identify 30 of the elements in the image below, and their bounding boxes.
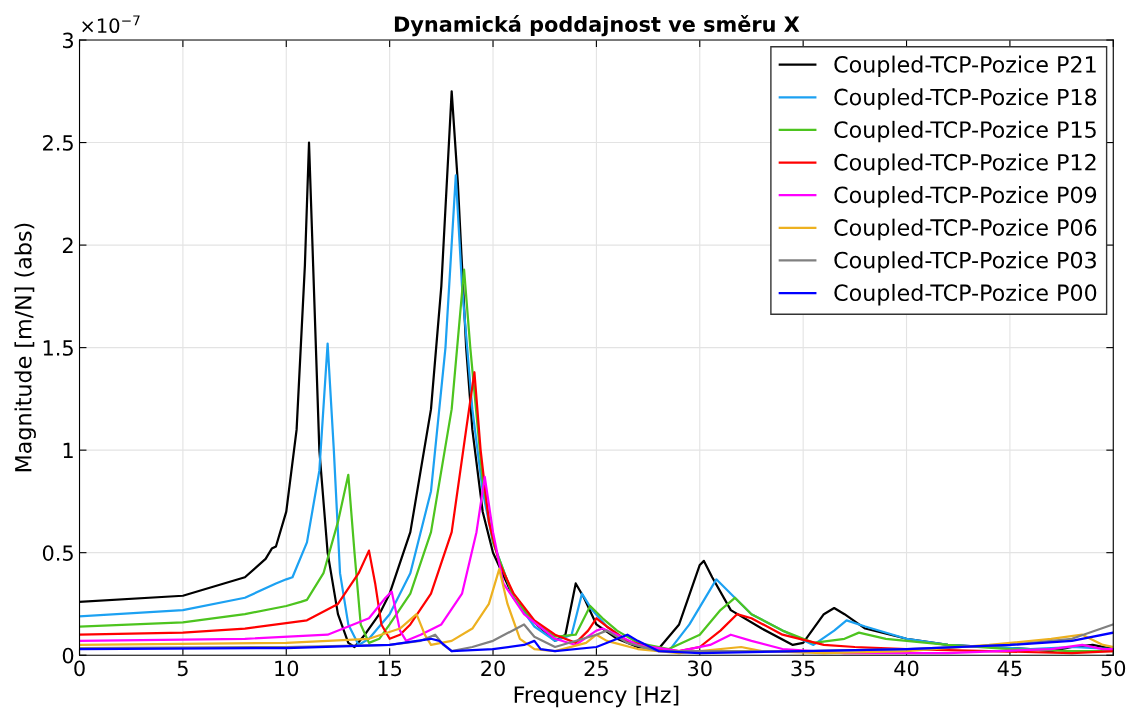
x-tick-label: 5 bbox=[177, 660, 188, 677]
x-tick-label: 35 bbox=[791, 660, 815, 677]
legend-label: Coupled-TCP-Pozice P15 bbox=[834, 120, 1096, 143]
x-tick-label: 50 bbox=[1101, 660, 1126, 677]
x-tick-label: 25 bbox=[584, 660, 608, 677]
text: ×10$^{−7}$ bbox=[82, 15, 140, 34]
x-tick-label: 15 bbox=[378, 660, 402, 677]
legend-label: Coupled-TCP-Pozice P12 bbox=[834, 153, 1096, 175]
x-tick-label: 0 bbox=[74, 660, 85, 677]
x-tick-label: 40 bbox=[894, 660, 919, 677]
legend-label: Coupled-TCP-Pozice P03 bbox=[834, 251, 1096, 273]
legend-label: Coupled-TCP-Pozice P09 bbox=[834, 186, 1097, 208]
x-tick-label: 45 bbox=[997, 660, 1022, 677]
legend-label: Coupled-TCP-Pozice P21 bbox=[834, 55, 1096, 78]
x-tick-label: 10 bbox=[275, 660, 299, 677]
x-tick-label: 20 bbox=[481, 660, 505, 677]
y-tick-label: 2 bbox=[62, 237, 73, 254]
y-tick-label: 1.5 bbox=[43, 340, 73, 356]
chart-title: Dynamická poddajnost ve směru X bbox=[394, 15, 800, 37]
x-tick-label: 30 bbox=[688, 660, 712, 677]
x-axis-title: Frequency [Hz] bbox=[514, 685, 679, 708]
legend-label: Coupled-TCP-Pozice P00 bbox=[834, 283, 1097, 306]
y-tick-label: 1 bbox=[63, 442, 73, 459]
legend-label: Coupled-TCP-Pozice P18 bbox=[834, 88, 1097, 110]
y-tick-label: 0 bbox=[62, 647, 74, 664]
legend-label: Coupled-TCP-Pozice P06 bbox=[834, 218, 1097, 241]
y-axis-title: Magnitude [m/N] (abs) bbox=[14, 223, 36, 472]
y-tick-label: 0.5 bbox=[42, 545, 73, 561]
y-tick-label: 2.5 bbox=[43, 135, 73, 151]
y-tick-label: 3 bbox=[62, 32, 73, 49]
